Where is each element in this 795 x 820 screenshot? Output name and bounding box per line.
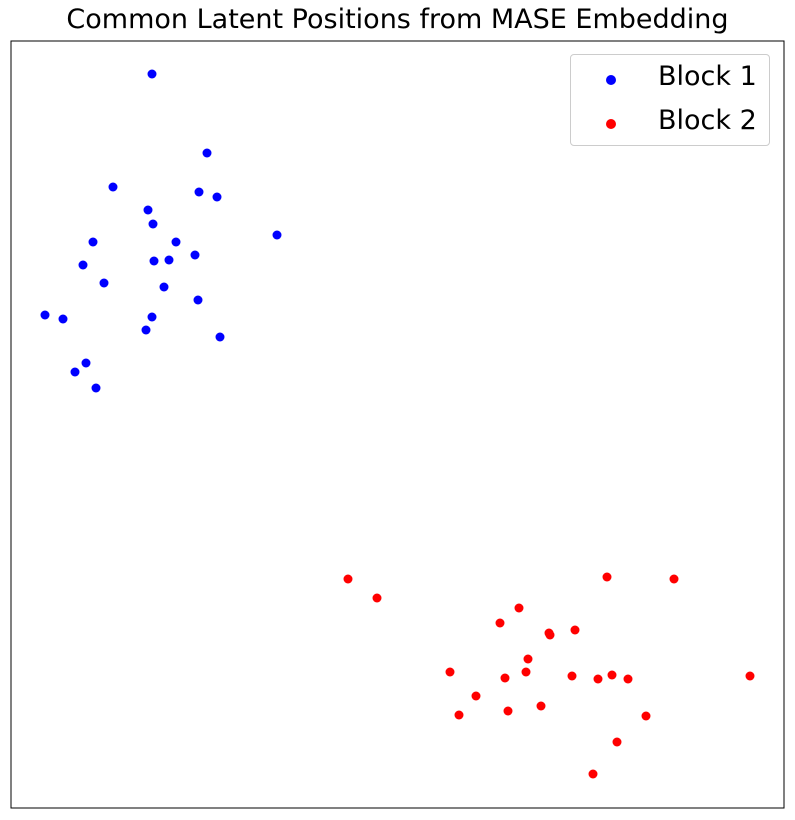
chart-title: Common Latent Positions from MASE Embedd… <box>66 4 729 35</box>
block-1-point-25 <box>91 383 101 393</box>
block-2-point-23 <box>641 711 651 721</box>
legend-marker-block-1 <box>606 75 616 85</box>
block-1-point-2 <box>202 148 212 158</box>
block-1-point-7 <box>148 219 158 229</box>
block-1-point-1 <box>147 69 157 79</box>
block-1-point-21 <box>141 325 151 335</box>
block-1-point-13 <box>164 255 174 265</box>
block-1-point-22 <box>215 332 225 342</box>
block-1-point-14 <box>78 260 88 270</box>
block-2-point-19 <box>471 691 481 701</box>
block-2-point-13 <box>567 671 577 681</box>
block-1-point-4 <box>194 187 204 197</box>
block-2-point-14 <box>607 670 617 680</box>
block-2-point-4 <box>372 593 382 603</box>
block-1-point-16 <box>159 282 169 292</box>
legend-label-block-1: Block 1 <box>658 61 757 92</box>
block-1-point-12 <box>149 256 159 266</box>
block-1-point-9 <box>88 237 98 247</box>
block-2-point-5 <box>514 603 524 613</box>
block-2-point-6 <box>495 618 505 628</box>
block-2-point-17 <box>623 674 633 684</box>
block-1-point-20 <box>147 312 157 322</box>
plot-area-frame <box>10 40 785 809</box>
block-2-point-21 <box>503 706 513 716</box>
block-1-point-24 <box>70 367 80 377</box>
block-2-point-20 <box>536 701 546 711</box>
block-1-point-6 <box>143 205 153 215</box>
block-1-point-15 <box>99 278 109 288</box>
block-1-point-5 <box>212 192 222 202</box>
block-2-point-24 <box>612 737 622 747</box>
points-layer <box>40 69 755 779</box>
block-2-point-11 <box>445 667 455 677</box>
block-2-point-22 <box>454 710 464 720</box>
block-2-point-16 <box>593 674 603 684</box>
legend: Block 1 Block 2 <box>570 54 770 146</box>
block-2-point-1 <box>343 574 353 584</box>
block-1-point-19 <box>58 314 68 324</box>
block-2-point-15 <box>500 673 510 683</box>
block-2-point-3 <box>669 574 679 584</box>
block-2-point-7 <box>570 625 580 635</box>
block-1-point-3 <box>108 182 118 192</box>
legend-entry-block-1: Block 1 <box>571 59 771 99</box>
block-1-point-23 <box>81 358 91 368</box>
block-2-point-18 <box>745 671 755 681</box>
block-1-point-10 <box>171 237 181 247</box>
legend-marker-block-2 <box>606 119 616 129</box>
block-2-point-2 <box>602 572 612 582</box>
block-2-point-25 <box>588 769 598 779</box>
block-2-point-9 <box>545 630 555 640</box>
block-2-point-10 <box>523 654 533 664</box>
block-1-point-17 <box>193 295 203 305</box>
legend-entry-block-2: Block 2 <box>571 103 771 143</box>
block-1-point-18 <box>40 310 50 320</box>
legend-label-block-2: Block 2 <box>658 105 757 136</box>
block-1-point-11 <box>190 250 200 260</box>
block-2-point-12 <box>521 667 531 677</box>
block-1-point-8 <box>272 230 282 240</box>
